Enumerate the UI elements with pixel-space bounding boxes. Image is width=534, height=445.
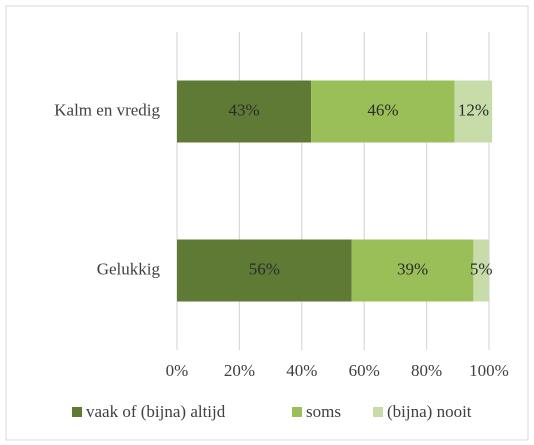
data-label: 46%: [367, 100, 398, 119]
data-label: 39%: [397, 259, 428, 278]
legend-label: soms: [306, 402, 341, 421]
legend-label: vaak of (bijna) altijd: [86, 402, 226, 421]
x-tick-label: 60%: [349, 361, 380, 380]
y-tick-label: Gelukkig: [97, 259, 161, 278]
legend-swatch: [72, 407, 82, 417]
legend-swatch: [373, 407, 383, 417]
legend-label: (bijna) nooit: [387, 402, 472, 421]
bar-segment: [454, 80, 493, 143]
x-tick-label: 80%: [411, 361, 442, 380]
x-tick-label: 40%: [286, 361, 317, 380]
x-tick-label: 0%: [166, 361, 189, 380]
data-label: 12%: [458, 100, 489, 119]
legend-swatch: [292, 407, 302, 417]
data-label: 43%: [228, 100, 259, 119]
chart-frame: [5, 5, 529, 441]
x-tick-label: 100%: [469, 361, 509, 380]
bar-segment: [351, 239, 474, 302]
bar-segment: [311, 80, 455, 143]
x-tick-label: 20%: [224, 361, 255, 380]
bar-segment: [473, 239, 489, 302]
data-label: 56%: [249, 259, 280, 278]
data-label: 5%: [470, 259, 493, 278]
bar-segment: [177, 80, 312, 143]
y-tick-label: Kalm en vredig: [54, 100, 160, 119]
bar-segment: [177, 239, 352, 302]
